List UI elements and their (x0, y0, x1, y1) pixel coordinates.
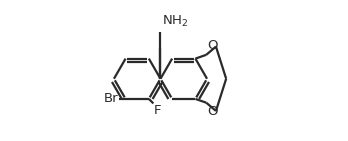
Text: Br: Br (103, 92, 118, 105)
Text: O: O (207, 105, 218, 118)
Text: O: O (207, 39, 218, 52)
Text: F: F (154, 104, 161, 117)
Text: NH$_2$: NH$_2$ (162, 14, 188, 29)
